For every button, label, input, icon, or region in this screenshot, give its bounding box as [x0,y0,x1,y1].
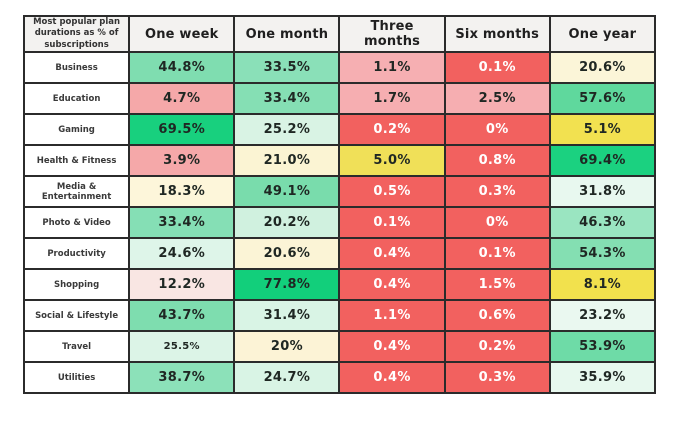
plan-duration-heatmap: Most popular plan durations as % of subs… [22,15,657,394]
heatmap-cell: 20.6% [548,51,657,84]
table-row: Business 44.8% 33.5% 1.1% 0.1% 20.6% [22,51,657,84]
heatmap-cell: 5.1% [548,113,657,146]
heatmap-cell: 20% [233,330,341,363]
table-row: Travel 25.5% 20% 0.4% 0.2% 53.9% [22,330,657,363]
heatmap-cell: 1.1% [338,51,446,84]
heatmap-cell: 24.6% [128,237,236,270]
heatmap-cell: 4.7% [128,82,236,115]
row-label: Media & Entertainment [22,175,131,208]
table-row: Social & Lifestyle 43.7% 31.4% 1.1% 0.6% 23.2… [22,299,657,332]
table-row: Education 4.7% 33.4% 1.7% 2.5% 57.6% [22,82,657,115]
heatmap-cell: 1.7% [338,82,446,115]
heatmap-cell: 0.1% [443,51,551,84]
heatmap-cell: 0.1% [443,237,551,270]
heatmap-cell: 2.5% [443,82,551,115]
table-row: Media & Entertainment 18.3% 49.1% 0.5% 0.3% 3… [22,175,657,208]
heatmap-cell: 0.2% [443,330,551,363]
column-header-one-week: One week [128,15,236,53]
heatmap-cell: 57.6% [548,82,657,115]
heatmap-cell: 20.6% [233,237,341,270]
row-label: Business [22,51,131,84]
heatmap-cell: 0% [443,113,551,146]
heatmap-cell: 0.4% [338,268,446,301]
heatmap-cell: 53.9% [548,330,657,363]
table-row: Utilities 38.7% 24.7% 0.4% 0.3% 35.9% [22,361,657,394]
row-label: Shopping [22,268,131,301]
row-label: Photo & Video [22,206,131,239]
heatmap-cell: 8.1% [548,268,657,301]
heatmap-cell: 18.3% [128,175,236,208]
table-row: Shopping 12.2% 77.8% 0.4% 1.5% 8.1% [22,268,657,301]
heatmap-cell: 77.8% [233,268,341,301]
heatmap-cell: 23.2% [548,299,657,332]
row-label: Utilities [22,361,131,394]
column-header-one-month: One month [233,15,341,53]
heatmap-cell: 33.4% [128,206,236,239]
heatmap-cell: 0.4% [338,361,446,394]
heatmap-cell: 0.1% [338,206,446,239]
heatmap-cell: 1.1% [338,299,446,332]
heatmap-cell: 33.5% [233,51,341,84]
heatmap-cell: 0.5% [338,175,446,208]
heatmap-cell: 25.2% [233,113,341,146]
table-row: Photo & Video 33.4% 20.2% 0.1% 0% 46.3% [22,206,657,239]
table-row: Health & Fitness 3.9% 21.0% 5.0% 0.8% 69.4% [22,144,657,177]
row-label: Productivity [22,237,131,270]
table-row: Productivity 24.6% 20.6% 0.4% 0.1% 54.3% [22,237,657,270]
heatmap-cell: 69.4% [548,144,657,177]
heatmap-cell: 31.4% [233,299,341,332]
row-label: Education [22,82,131,115]
heatmap-cell: 25.5% [128,330,236,363]
heatmap-cell: 1.5% [443,268,551,301]
heatmap-cell: 0.8% [443,144,551,177]
heatmap-cell: 0.2% [338,113,446,146]
heatmap-cell: 0.4% [338,237,446,270]
heatmap-cell: 44.8% [128,51,236,84]
heatmap-cell: 0% [443,206,551,239]
heatmap-cell: 49.1% [233,175,341,208]
heatmap-cell: 43.7% [128,299,236,332]
table-title: Most popular plan durations as % of subs… [22,15,131,53]
heatmap-cell: 12.2% [128,268,236,301]
column-header-six-months: Six months [443,15,551,53]
row-label: Health & Fitness [22,144,131,177]
table-row: Gaming 69.5% 25.2% 0.2% 0% 5.1% [22,113,657,146]
heatmap-cell: 33.4% [233,82,341,115]
heatmap-body: Business 44.8% 33.5% 1.1% 0.1% 20.6% Education… [22,51,657,394]
heatmap-cell: 24.7% [233,361,341,394]
heatmap-cell: 46.3% [548,206,657,239]
row-label: Social & Lifestyle [22,299,131,332]
heatmap-cell: 69.5% [128,113,236,146]
heatmap-cell: 5.0% [338,144,446,177]
heatmap-cell: 35.9% [548,361,657,394]
heatmap-cell: 31.8% [548,175,657,208]
heatmap-cell: 0.3% [443,361,551,394]
column-header-one-year: One year [548,15,657,53]
heatmap-cell: 0.3% [443,175,551,208]
heatmap-cell: 54.3% [548,237,657,270]
column-header-three-months: Three months [338,15,446,53]
heatmap-cell: 38.7% [128,361,236,394]
heatmap-cell: 0.6% [443,299,551,332]
header-row: Most popular plan durations as % of subs… [22,15,657,53]
row-label: Gaming [22,113,131,146]
heatmap-cell: 0.4% [338,330,446,363]
heatmap-cell: 20.2% [233,206,341,239]
heatmap-cell: 21.0% [233,144,341,177]
heatmap-cell: 3.9% [128,144,236,177]
row-label: Travel [22,330,131,363]
